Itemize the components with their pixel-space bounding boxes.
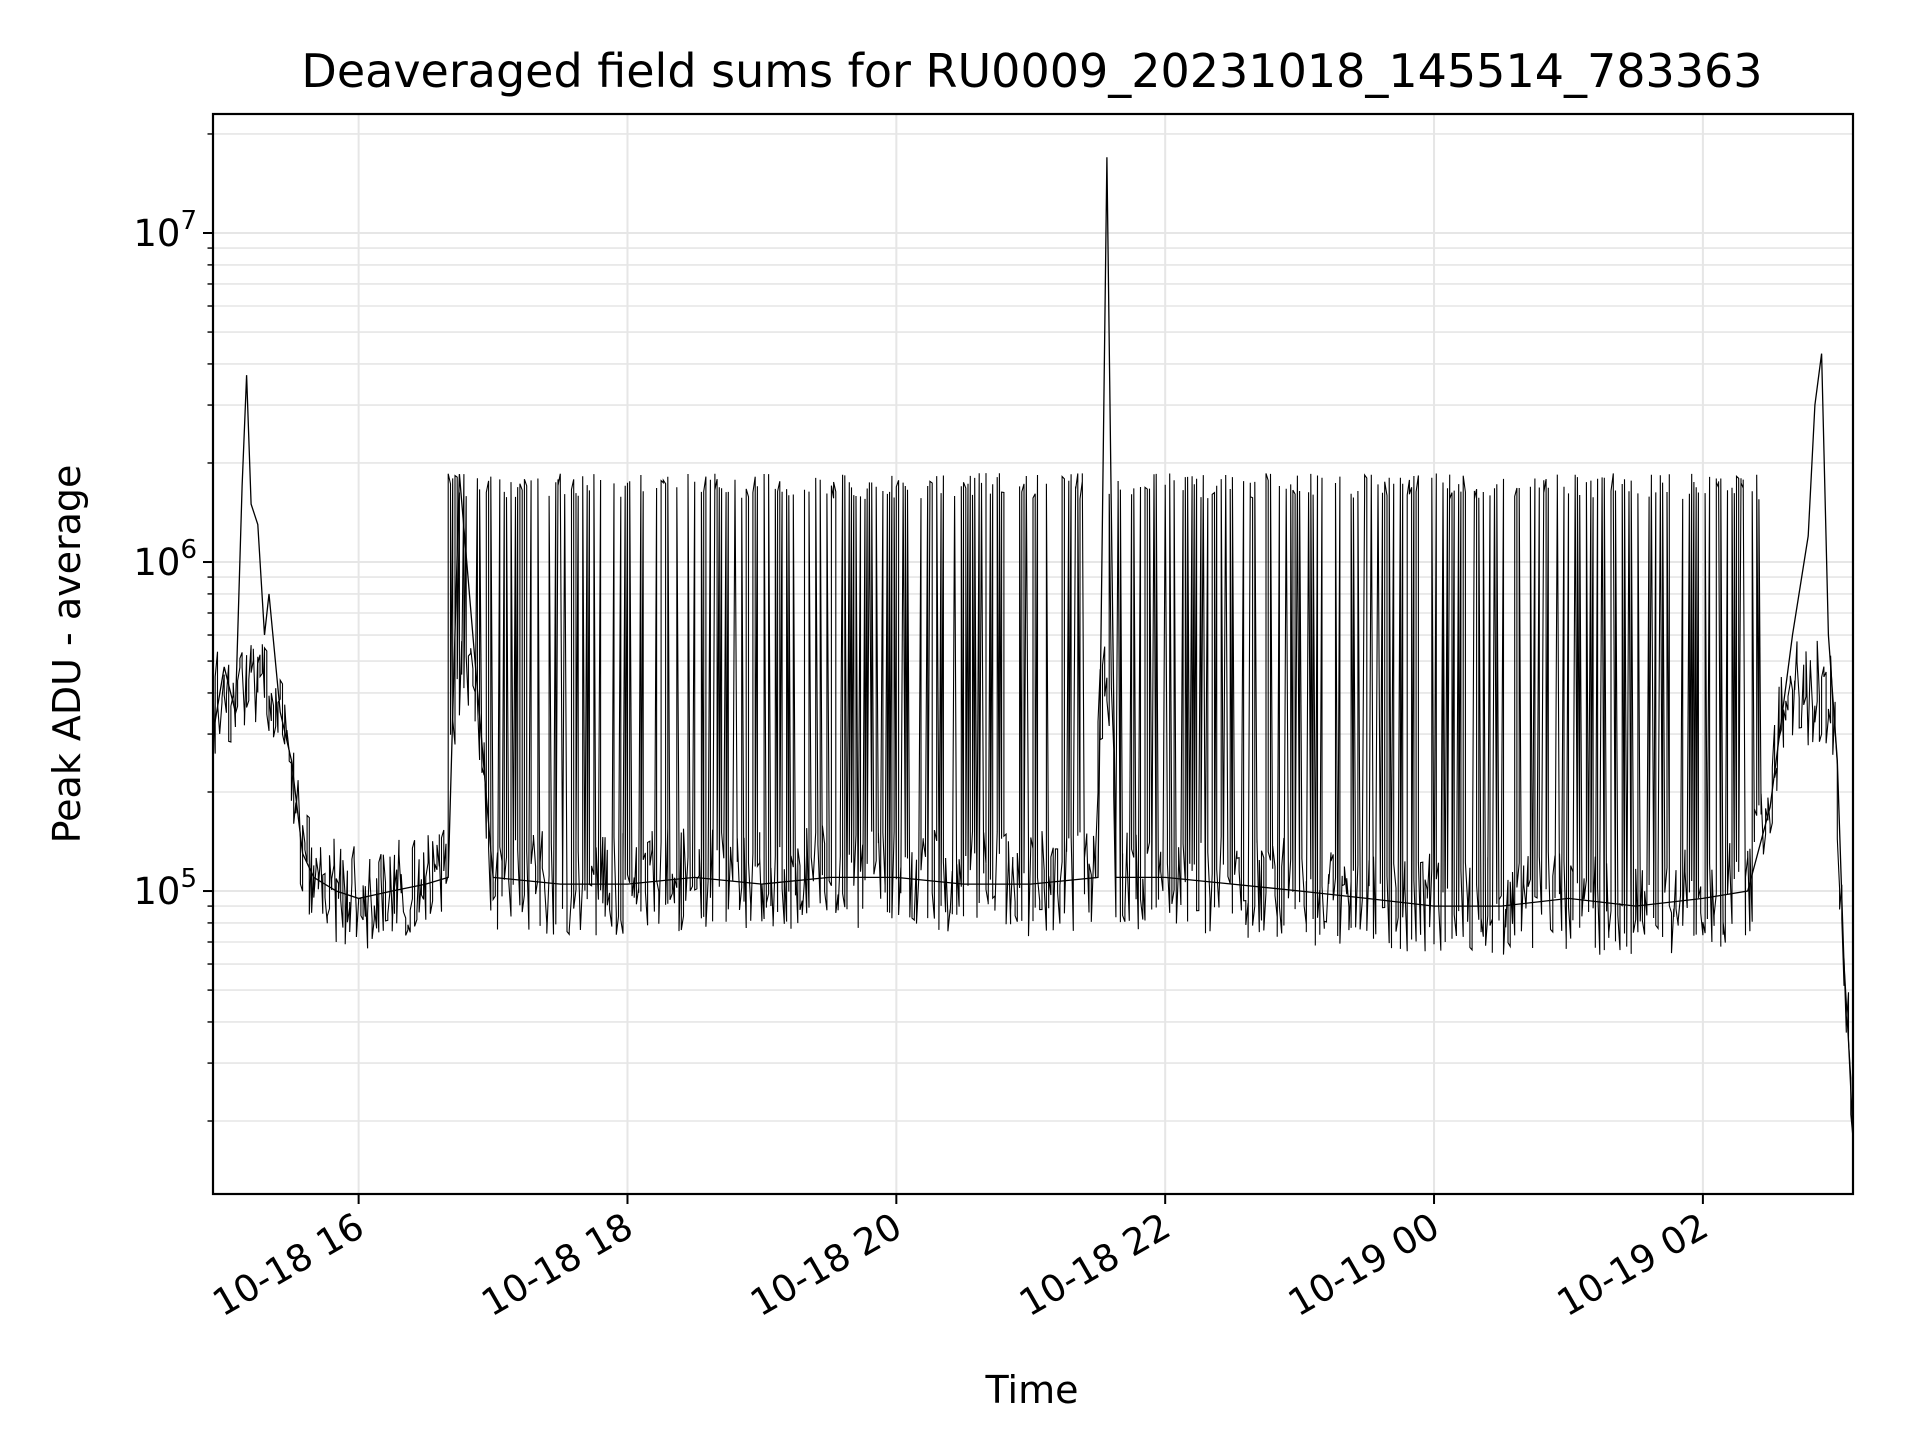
plot-frame [211, 112, 1855, 1196]
y-tick-label: 107 [133, 206, 197, 255]
chart-title: Deaveraged field sums for RU0009_2023101… [301, 44, 1762, 98]
y-tick-label: 106 [133, 535, 197, 584]
line-series-noise [212, 473, 1854, 1139]
y-tick-label: 105 [133, 864, 197, 913]
y-axis-label: Peak ADU - average [45, 465, 89, 844]
line-series-detail [212, 473, 1854, 1139]
x-axis-label: Time [985, 1368, 1079, 1412]
line-series [212, 157, 1854, 1137]
